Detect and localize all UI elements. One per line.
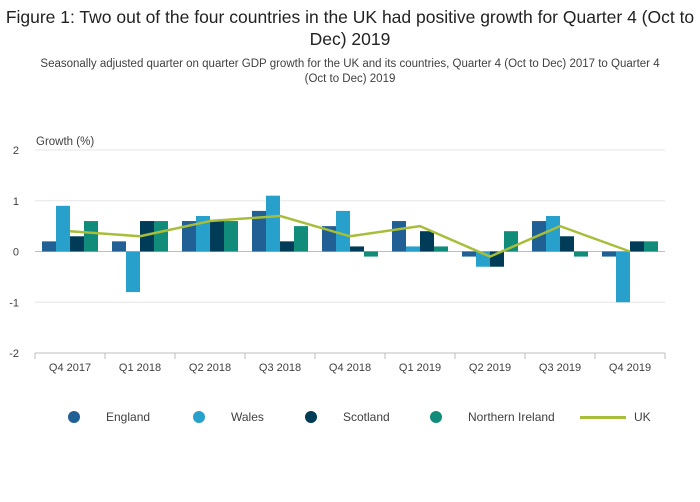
bar-scotland bbox=[420, 231, 434, 252]
bar-wales bbox=[196, 215, 210, 252]
bar-northern-ireland bbox=[154, 221, 168, 252]
bar-wales bbox=[546, 215, 560, 252]
bar-northern-ireland bbox=[574, 251, 588, 257]
y-tick-label: -2 bbox=[9, 348, 19, 360]
y-tick-label: -1 bbox=[9, 297, 19, 309]
y-axis-label: Growth (%) bbox=[36, 136, 95, 148]
legend-item: England bbox=[68, 408, 150, 426]
bar-wales bbox=[616, 251, 630, 303]
legend-label: Northern Ireland bbox=[468, 410, 555, 424]
bar-wales bbox=[126, 251, 140, 293]
x-tick-label: Q3 2018 bbox=[259, 362, 301, 374]
legend-dot-swatch bbox=[68, 411, 80, 423]
y-tick-label: 2 bbox=[13, 145, 19, 157]
legend-dot-swatch bbox=[193, 411, 205, 423]
bar-wales bbox=[406, 246, 420, 252]
bar-northern-ireland bbox=[84, 221, 98, 252]
x-tick-label: Q4 2019 bbox=[609, 362, 651, 374]
bar-england bbox=[602, 251, 616, 257]
x-tick-label: Q1 2018 bbox=[119, 362, 161, 374]
bar-scotland bbox=[560, 236, 574, 252]
legend-item: Scotland bbox=[305, 408, 390, 426]
bar-wales bbox=[266, 195, 280, 252]
bar-scotland bbox=[210, 221, 224, 252]
bar-england bbox=[462, 251, 476, 257]
legend-line-swatch bbox=[580, 415, 626, 419]
x-tick-label: Q4 2018 bbox=[329, 362, 371, 374]
bar-scotland bbox=[630, 241, 644, 252]
legend-label: UK bbox=[634, 410, 651, 424]
chart-legend: England Wales Scotland Northern Ireland UK bbox=[0, 402, 700, 432]
bar-northern-ireland bbox=[224, 221, 238, 252]
legend-item: Northern Ireland bbox=[430, 408, 555, 426]
legend-dot-swatch bbox=[305, 411, 317, 423]
bar-wales bbox=[336, 210, 350, 252]
legend-label: Scotland bbox=[343, 410, 390, 424]
bar-northern-ireland bbox=[644, 241, 658, 252]
bar-wales bbox=[56, 205, 70, 252]
line-uk bbox=[69, 214, 631, 258]
bar-england bbox=[252, 210, 266, 252]
bar-northern-ireland bbox=[364, 251, 378, 257]
bar-england bbox=[112, 241, 126, 252]
bar-england bbox=[182, 221, 196, 252]
bar-northern-ireland bbox=[294, 226, 308, 252]
bar-scotland bbox=[140, 221, 154, 252]
bar-england bbox=[42, 241, 56, 252]
legend-label: England bbox=[106, 410, 151, 424]
legend-dot-swatch bbox=[430, 411, 442, 423]
legend-item: UK bbox=[580, 408, 651, 426]
x-tick-label: Q2 2018 bbox=[189, 362, 231, 374]
x-tick-label: Q1 2019 bbox=[399, 362, 441, 374]
x-tick-label: Q4 2017 bbox=[49, 362, 91, 374]
bar-scotland bbox=[70, 236, 84, 252]
x-tick-label: Q2 2019 bbox=[469, 362, 511, 374]
bar-scotland bbox=[280, 241, 294, 252]
bar-england bbox=[392, 221, 406, 252]
y-tick-label: 1 bbox=[13, 196, 19, 208]
x-tick-label: Q3 2019 bbox=[539, 362, 581, 374]
y-tick-label: 0 bbox=[13, 247, 19, 259]
bar-northern-ireland bbox=[434, 246, 448, 252]
bar-scotland bbox=[350, 246, 364, 252]
chart-title: Figure 1: Two out of the four countries … bbox=[5, 7, 695, 49]
legend-label: Wales bbox=[231, 410, 264, 424]
legend-item: Wales bbox=[193, 408, 264, 426]
chart-subtitle: Seasonally adjusted quarter on quarter G… bbox=[40, 58, 660, 85]
